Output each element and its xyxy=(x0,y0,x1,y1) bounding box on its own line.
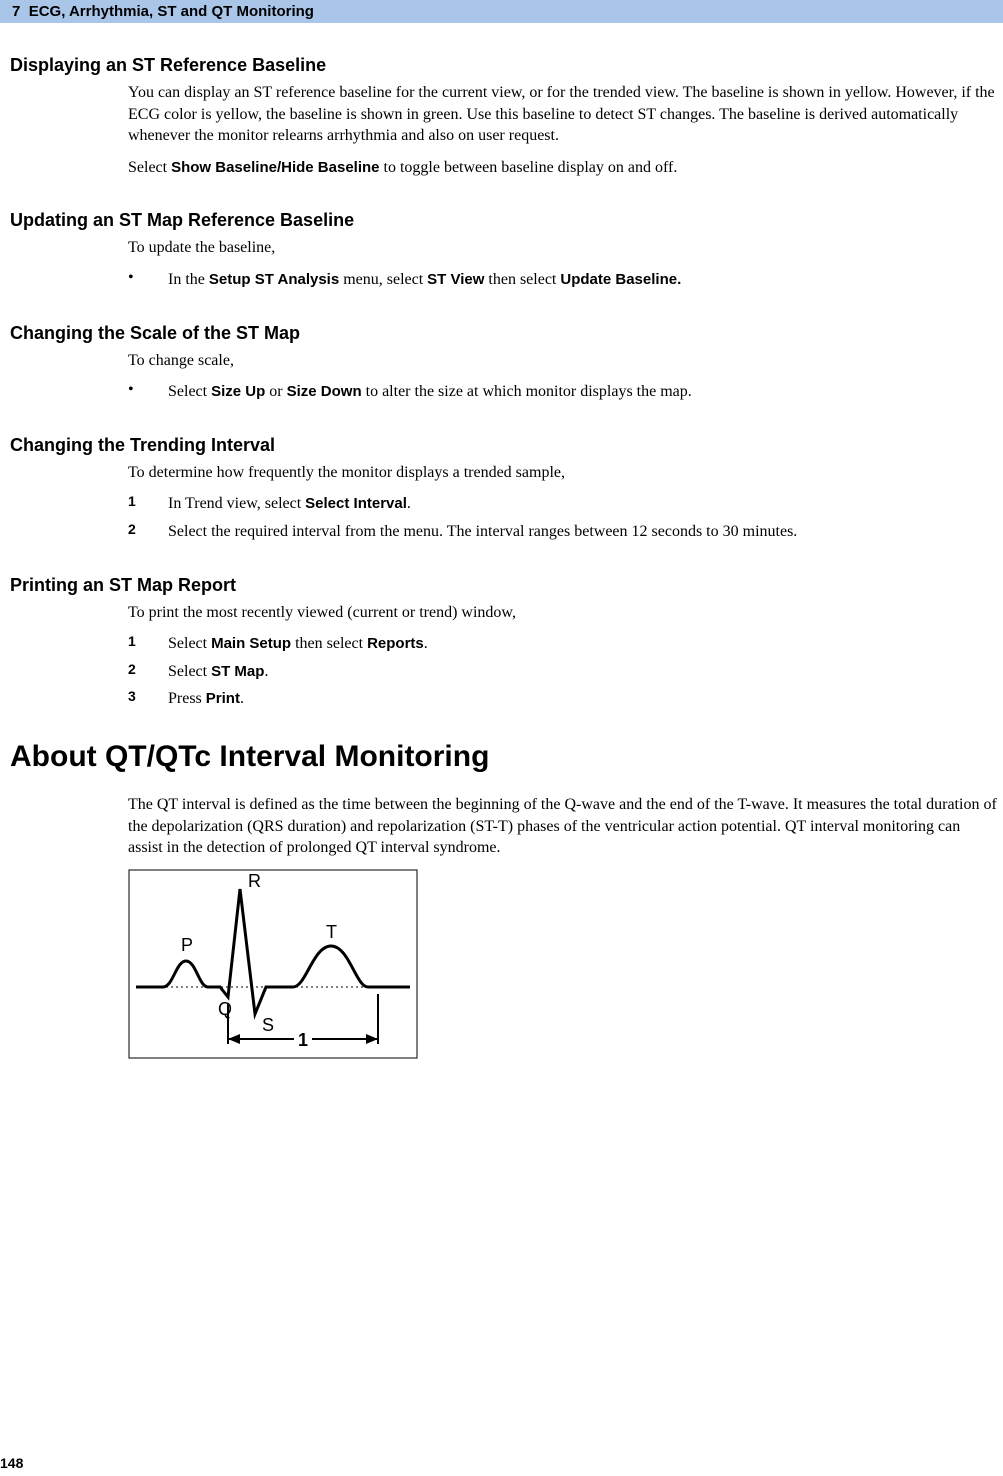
ecg-waveform-icon: P R T Q S 1 xyxy=(128,869,418,1059)
chapter-title: ECG, Arrhythmia, ST and QT Monitoring xyxy=(29,3,314,20)
text-fragment: Press xyxy=(168,690,206,707)
list-printing: 1 Select Main Setup then select Reports.… xyxy=(128,633,998,710)
text-fragment: Select xyxy=(168,383,211,400)
label-interval: 1 xyxy=(298,1030,308,1050)
list-content: In Trend view, select Select Interval. xyxy=(168,493,998,515)
page-header: 7 ECG, Arrhythmia, ST and QT Monitoring xyxy=(0,0,1003,23)
heading-updating-baseline: Updating an ST Map Reference Baseline xyxy=(10,210,993,231)
list-item: • Select Size Up or Size Down to alter t… xyxy=(128,381,998,403)
list-item: 1 Select Main Setup then select Reports. xyxy=(128,633,998,655)
menu-st-view: ST View xyxy=(427,271,484,288)
list-item: 1 In Trend view, select Select Interval. xyxy=(128,493,998,515)
text-fragment: or xyxy=(265,383,286,400)
menu-update-baseline: Update Baseline. xyxy=(560,271,681,288)
text-fragment: to alter the size at which monitor displ… xyxy=(362,383,692,400)
heading-printing: Printing an ST Map Report xyxy=(10,575,993,596)
step-number: 1 xyxy=(128,493,168,515)
bullet-marker: • xyxy=(128,381,168,403)
list-content: Select the required interval from the me… xyxy=(168,521,998,543)
heading-changing-interval: Changing the Trending Interval xyxy=(10,435,993,456)
list-content: Select ST Map. xyxy=(168,661,998,683)
text-fragment: . xyxy=(424,635,428,652)
body-displaying-baseline: You can display an ST reference baseline… xyxy=(128,82,998,147)
text-fragment: menu, select xyxy=(339,271,427,288)
text-fragment: In Trend view, select xyxy=(168,495,305,512)
intro-changing-interval: To determine how frequently the monitor … xyxy=(128,462,998,484)
menu-setup-st-analysis: Setup ST Analysis xyxy=(209,271,339,288)
bullet-marker: • xyxy=(128,269,168,291)
heading-displaying-baseline: Displaying an ST Reference Baseline xyxy=(10,55,993,76)
list-content: Select Main Setup then select Reports. xyxy=(168,633,998,655)
text-fragment: Select xyxy=(128,159,171,176)
step-number: 3 xyxy=(128,688,168,710)
text-fragment: In the xyxy=(168,271,209,288)
list-content: Press Print. xyxy=(168,688,998,710)
menu-size-up: Size Up xyxy=(211,383,265,400)
text-fragment: Select xyxy=(168,635,211,652)
label-t: T xyxy=(326,922,337,942)
body-displaying-baseline-2: Select Show Baseline/Hide Baseline to to… xyxy=(128,157,998,179)
intro-changing-scale: To change scale, xyxy=(128,350,998,372)
list-updating-baseline: • In the Setup ST Analysis menu, select … xyxy=(128,269,998,291)
ecg-diagram: P R T Q S 1 xyxy=(128,869,993,1064)
step-number: 2 xyxy=(128,661,168,683)
list-changing-scale: • Select Size Up or Size Down to alter t… xyxy=(128,381,998,403)
menu-st-map: ST Map xyxy=(211,663,264,680)
menu-main-setup: Main Setup xyxy=(211,635,291,652)
label-s: S xyxy=(262,1015,274,1035)
list-item: • In the Setup ST Analysis menu, select … xyxy=(128,269,998,291)
menu-show-hide-baseline: Show Baseline/Hide Baseline xyxy=(171,159,379,176)
list-changing-interval: 1 In Trend view, select Select Interval.… xyxy=(128,493,998,542)
menu-reports: Reports xyxy=(367,635,424,652)
heading-changing-scale: Changing the Scale of the ST Map xyxy=(10,323,993,344)
body-about-qt: The QT interval is defined as the time b… xyxy=(128,794,998,859)
menu-print: Print xyxy=(206,690,240,707)
text-fragment: . xyxy=(264,663,268,680)
text-fragment: Select xyxy=(168,663,211,680)
list-item: 2 Select ST Map. xyxy=(128,661,998,683)
text-fragment: to toggle between baseline display on an… xyxy=(380,159,678,176)
step-number: 1 xyxy=(128,633,168,655)
list-item: 3 Press Print. xyxy=(128,688,998,710)
page-content: Displaying an ST Reference Baseline You … xyxy=(0,55,1003,1064)
text-fragment: then select xyxy=(484,271,560,288)
step-number: 2 xyxy=(128,521,168,543)
intro-updating-baseline: To update the baseline, xyxy=(128,237,998,259)
text-fragment: . xyxy=(240,690,244,707)
list-item: 2 Select the required interval from the … xyxy=(128,521,998,543)
page-number: 148 xyxy=(0,1455,23,1471)
label-r: R xyxy=(248,871,261,891)
menu-size-down: Size Down xyxy=(287,383,362,400)
heading-about-qt: About QT/QTc Interval Monitoring xyxy=(10,740,993,774)
label-q: Q xyxy=(218,999,232,1019)
list-content: In the Setup ST Analysis menu, select ST… xyxy=(168,269,998,291)
text-fragment: . xyxy=(407,495,411,512)
label-p: P xyxy=(181,935,193,955)
text-fragment: then select xyxy=(291,635,367,652)
intro-printing: To print the most recently viewed (curre… xyxy=(128,602,998,624)
list-content: Select Size Up or Size Down to alter the… xyxy=(168,381,998,403)
menu-select-interval: Select Interval xyxy=(305,495,407,512)
chapter-number: 7 xyxy=(12,3,20,20)
